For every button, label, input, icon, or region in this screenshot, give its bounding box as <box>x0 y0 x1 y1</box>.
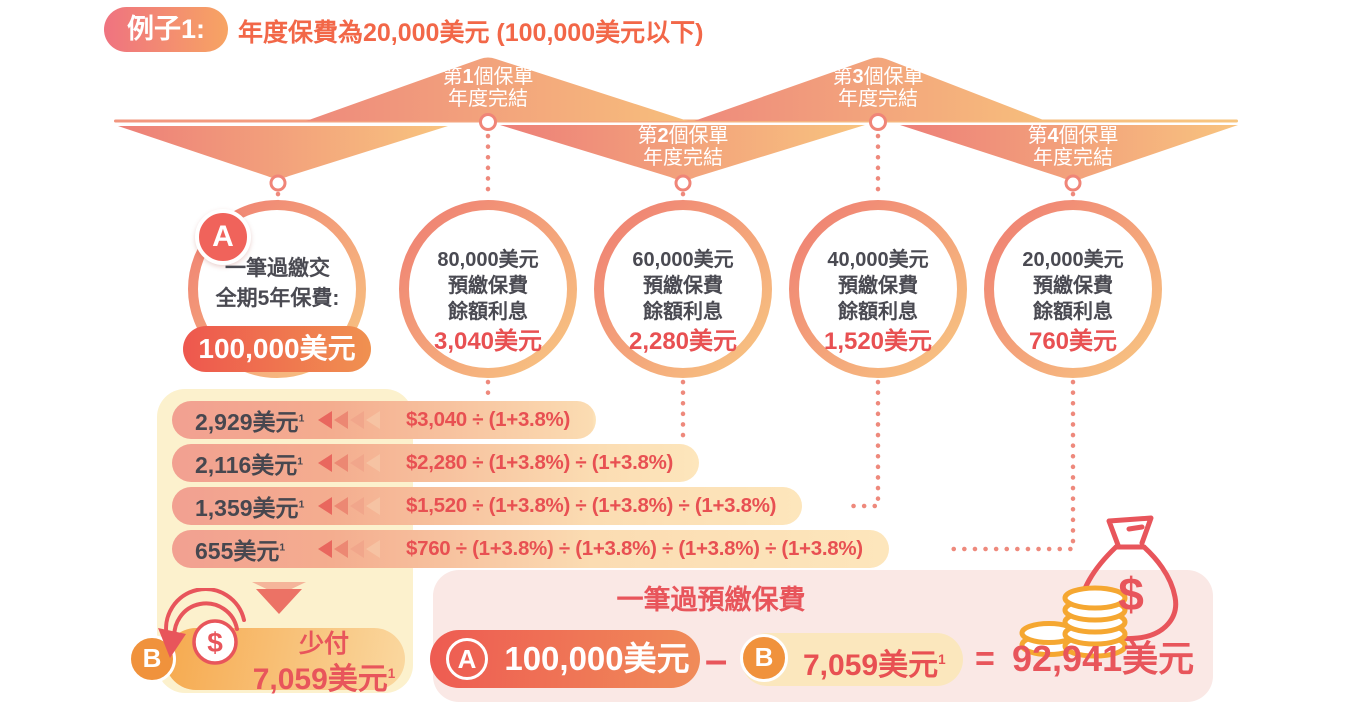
discount-formula: $3,040 ÷ (1+3.8%) <box>406 408 570 431</box>
ribbon-valley-0 <box>118 126 448 179</box>
milestone-label-4: 第4個保單 年度完結 <box>1027 125 1119 169</box>
balance-circle-text-1: 80,000美元 預繳保費 餘額利息 3,040美元 <box>413 247 563 358</box>
left-arrows-icon <box>318 454 392 472</box>
badge-b: B <box>740 634 788 682</box>
balance-circle-text-3: 40,000美元 預繳保費 餘額利息 1,520美元 <box>803 247 953 358</box>
discount-formula: $1,520 ÷ (1+3.8%) ÷ (1+3.8%) ÷ (1+3.8%) <box>406 494 777 517</box>
ribbon-valley-2 <box>500 125 865 180</box>
milestone-label-2: 第2個保單 年度完結 <box>637 125 729 169</box>
discount-row-4: 655美元1 $760 ÷ (1+3.8%) ÷ (1+3.8%) ÷ (1+3… <box>172 530 889 568</box>
savings-amount: 7,059美元1 <box>803 649 946 682</box>
money-bag-icon: $ <box>1019 515 1179 659</box>
balance-circle-4 <box>984 200 1162 378</box>
net-prepaid-amount: 92,941美元 <box>1012 638 1195 679</box>
discount-row-3: 1,359美元1 $1,520 ÷ (1+3.8%) ÷ (1+3.8%) ÷ … <box>172 487 803 525</box>
total-premium-amount: 100,000美元 <box>504 640 690 677</box>
balance-circle-text-4: 20,000美元 預繳保費 餘額利息 760美元 <box>998 247 1148 358</box>
lump-sum-amount: 100,000美元 <box>183 326 371 372</box>
discounted-value: 1,359美元1 <box>195 495 305 521</box>
ribbon-valley-4 <box>900 125 1238 180</box>
ribbon-peak-1 <box>306 57 688 121</box>
page-title: 年度保費為20,000美元 (100,000美元以下) <box>238 19 704 47</box>
balance-circle-text-2: 60,000美元 預繳保費 餘額利息 2,280美元 <box>608 247 758 358</box>
dollar-sign: $ <box>1118 568 1144 620</box>
balance-circle-2 <box>594 200 772 378</box>
dollar-sign: $ <box>207 627 223 658</box>
badge-a: A <box>446 638 488 680</box>
total-premium-pill: A 100,000美元 <box>430 630 700 688</box>
example-badge: 例子1: <box>104 7 228 52</box>
left-arrows-icon <box>318 540 392 558</box>
discount-row-1: 2,929美元1 $3,040 ÷ (1+3.8%) <box>172 401 596 439</box>
summary-title: 一筆過預繳保費 <box>616 585 806 615</box>
ribbon-peak-3 <box>694 57 1046 121</box>
discounted-value: 655美元1 <box>195 538 286 564</box>
left-arrows-icon <box>318 497 392 515</box>
equals-operator: = <box>975 640 995 678</box>
interest-value: 760美元 <box>1028 328 1118 355</box>
lump-sum-text: 一筆過繳交 全期5年保費: <box>215 257 340 310</box>
discounted-value: 2,929美元1 <box>195 409 305 435</box>
interest-value: 3,040美元 <box>433 328 543 355</box>
timeline-node-rings <box>269 113 1082 192</box>
interest-value: 2,280美元 <box>628 328 738 355</box>
discount-formula: $2,280 ÷ (1+3.8%) ÷ (1+3.8%) <box>406 451 674 474</box>
down-arrow-icon <box>256 589 302 614</box>
interest-value: 1,520美元 <box>823 328 933 355</box>
discount-formula: $760 ÷ (1+3.8%) ÷ (1+3.8%) ÷ (1+3.8%) ÷ … <box>406 537 863 560</box>
balance-circle-3 <box>789 200 967 378</box>
minus-operator: – <box>705 638 728 682</box>
milestone-label-3: 第3個保單 年度完結 <box>832 66 924 110</box>
arrowhead <box>158 628 186 658</box>
balance-circle-1 <box>399 200 577 378</box>
discounted-value: 2,116美元1 <box>195 452 304 478</box>
milestone-label-1: 第1個保單 年度完結 <box>442 66 534 110</box>
savings-text: 少付 7,059美元1 <box>252 630 396 696</box>
left-arrows-icon <box>318 411 392 429</box>
dollar-refund-icon: $ <box>158 588 246 665</box>
discount-row-2: 2,116美元1 $2,280 ÷ (1+3.8%) ÷ (1+3.8%) <box>172 444 700 482</box>
badge-a: A <box>195 209 251 265</box>
coins-icon <box>1019 585 1128 659</box>
